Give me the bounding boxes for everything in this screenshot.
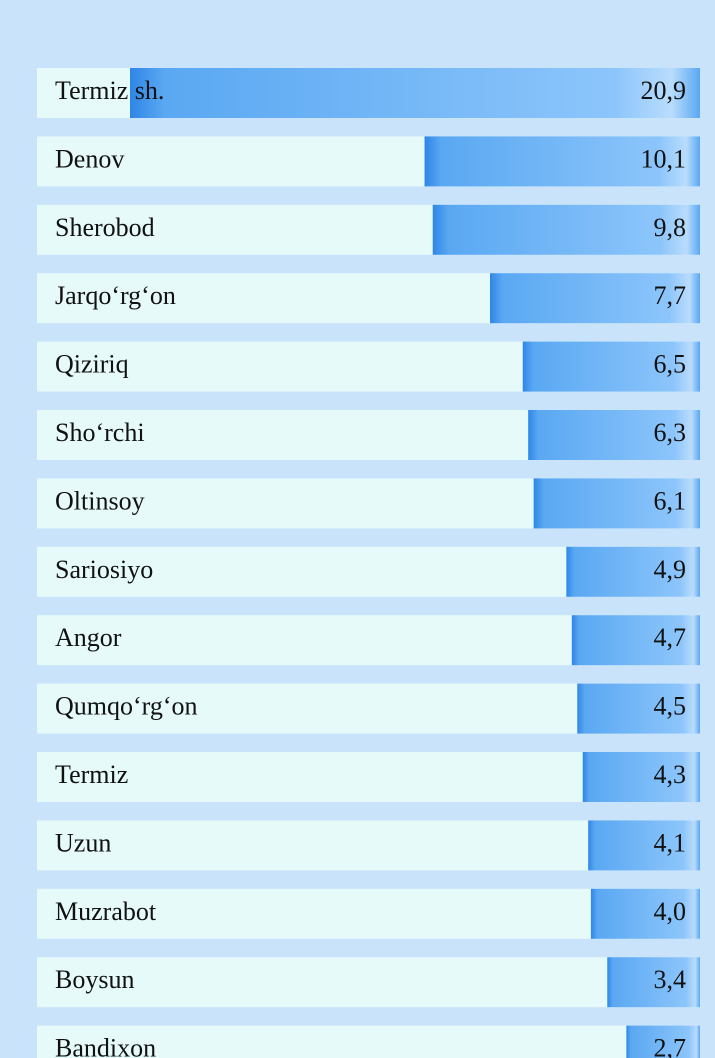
category-label: Termiz [55, 760, 128, 789]
bar [626, 1025, 700, 1058]
bar [571, 615, 700, 666]
row-background [37, 888, 700, 939]
value-label: 2,7 [654, 1034, 687, 1058]
bar [432, 204, 700, 255]
category-label: Muzrabot [55, 897, 157, 926]
category-label: Sho‘rchi [55, 418, 145, 447]
category-label: Sariosiyo [55, 555, 153, 584]
bar [490, 273, 700, 324]
category-label: Qumqo‘rg‘on [55, 692, 198, 721]
category-label: Oltinsoy [55, 486, 145, 515]
category-label: Denov [55, 144, 124, 173]
value-label: 3,4 [654, 965, 687, 994]
bar [424, 136, 700, 187]
bar [590, 888, 700, 939]
value-label: 4,0 [654, 897, 687, 926]
bar [582, 752, 700, 802]
row-background [37, 1025, 700, 1058]
value-label: 7,7 [654, 281, 687, 310]
bar [577, 683, 700, 734]
value-label: 4,3 [654, 760, 687, 789]
category-label: Boysun [55, 965, 134, 994]
value-label: 6,3 [654, 418, 687, 447]
category-label: Bandixon [55, 1034, 156, 1058]
bar [528, 410, 700, 460]
bar [533, 478, 700, 529]
category-label: Termiz sh. [55, 76, 164, 105]
category-label: Sherobod [55, 213, 155, 242]
rows: Termiz sh. 20,9 Denov 10,1 Sherobod 9,8 Jarqo‘… [37, 68, 700, 1058]
value-label: 4,5 [654, 692, 687, 721]
bar [566, 546, 700, 597]
value-label: 4,9 [654, 555, 687, 584]
bar [588, 820, 700, 871]
category-label: Jarqo‘rg‘on [55, 281, 176, 310]
value-label: 4,1 [654, 828, 687, 857]
row-background [37, 957, 700, 1008]
value-label: 9,8 [654, 213, 687, 242]
value-label: 20,9 [641, 76, 687, 105]
bar [130, 68, 700, 118]
category-label: Uzun [55, 828, 111, 857]
value-label: 6,1 [654, 486, 687, 515]
value-label: 6,5 [654, 350, 687, 379]
value-label: 10,1 [641, 144, 687, 173]
bar [522, 341, 700, 392]
category-label: Qiziriq [55, 350, 129, 379]
category-label: Angor [55, 623, 122, 652]
bar [607, 957, 700, 1008]
value-label: 4,7 [654, 623, 687, 652]
